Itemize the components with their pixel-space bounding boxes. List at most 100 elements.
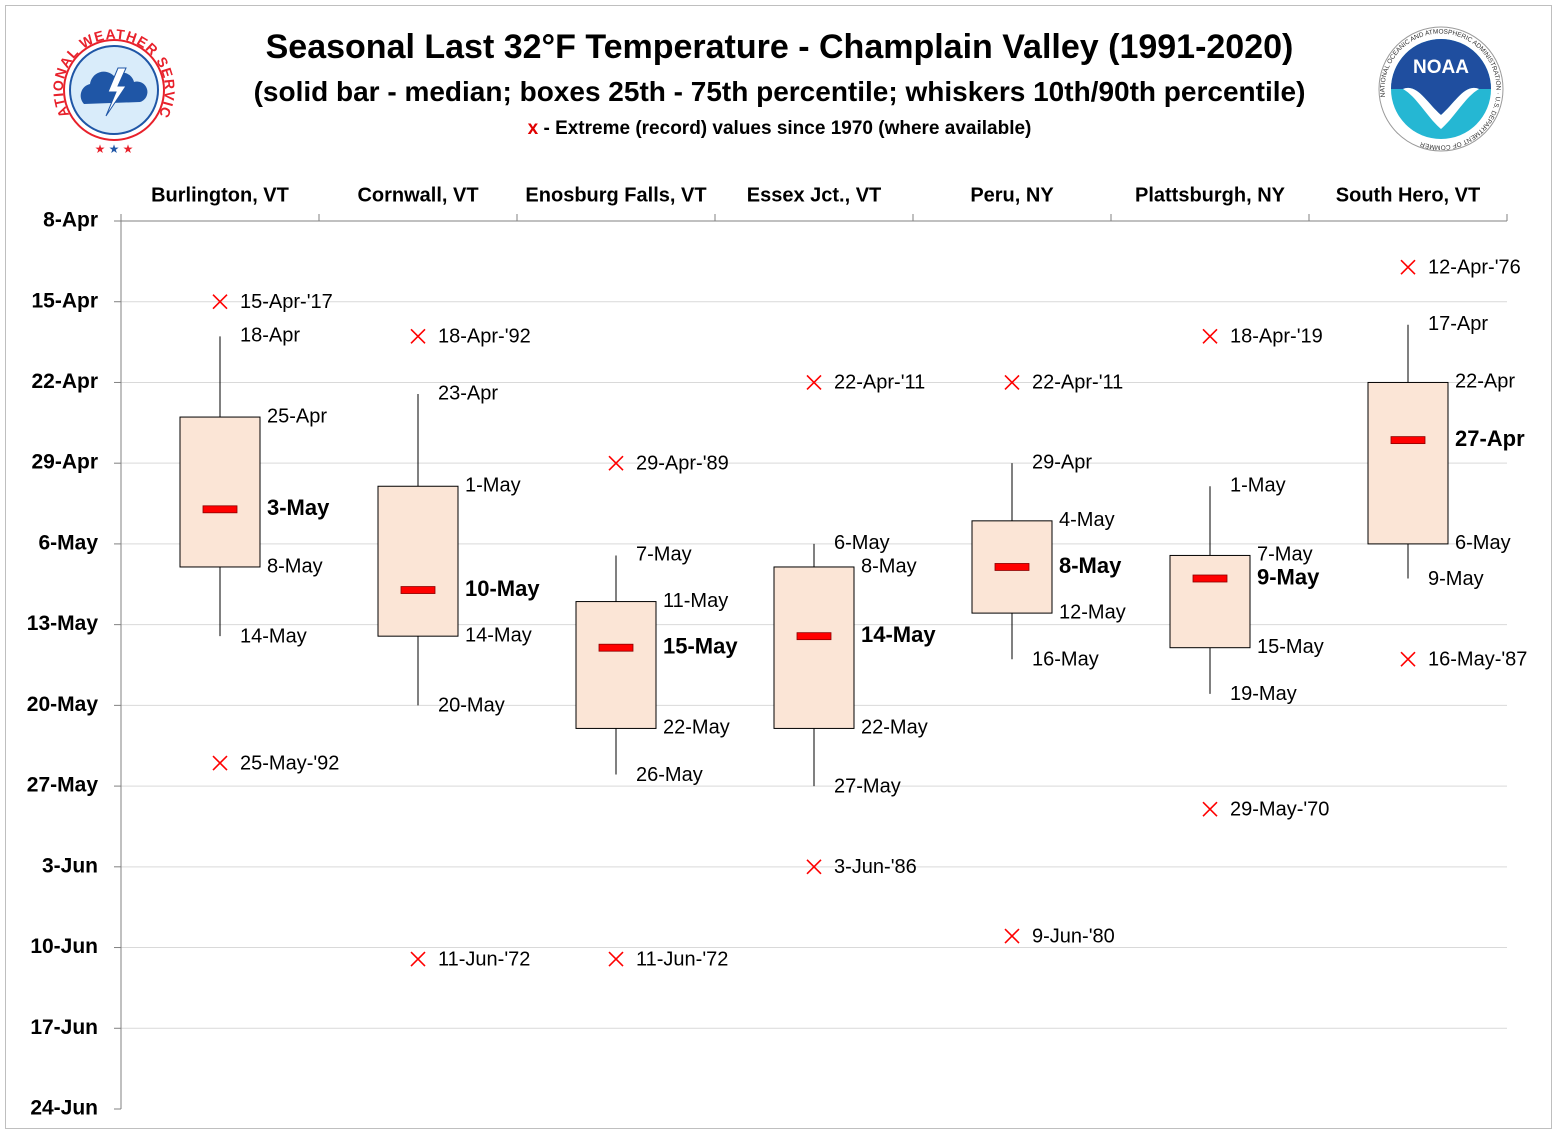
y-tick-label: 13-May xyxy=(27,612,99,635)
star-icon: ★ xyxy=(109,142,120,156)
extreme-marker-legend: x xyxy=(527,118,539,139)
noaa-gull-icon xyxy=(1403,87,1479,129)
record-late-label: 3-Jun-'86 xyxy=(834,856,917,878)
star-icon: ★ xyxy=(95,142,106,156)
median-label: 9-May xyxy=(1257,564,1320,589)
p90-label: 19-May xyxy=(1230,683,1297,705)
iqr-box xyxy=(377,485,459,637)
record-early-label: 22-Apr-'11 xyxy=(1032,372,1123,394)
p10-label: 17-Apr xyxy=(1428,313,1488,335)
p10-label: 29-Apr xyxy=(1032,451,1092,473)
p25-label: 25-Apr xyxy=(267,405,327,427)
y-tick-label: 15-Apr xyxy=(31,289,98,312)
y-tick-label: 29-Apr xyxy=(31,451,98,474)
median-label: 10-May xyxy=(465,576,540,601)
record-early-label: 29-Apr-'89 xyxy=(636,452,729,474)
y-tick-label: 10-Jun xyxy=(30,935,98,958)
median-bar xyxy=(1192,574,1228,583)
median-label: 27-Apr xyxy=(1455,426,1525,451)
iqr-box xyxy=(575,601,657,729)
record-early-marker xyxy=(1400,259,1416,275)
y-tick-label: 22-Apr xyxy=(31,370,98,393)
p25-label: 8-May xyxy=(861,555,917,577)
p75-label: 8-May xyxy=(267,555,323,577)
p10-label: 18-Apr xyxy=(240,325,300,347)
record-early-label: 22-Apr-'11 xyxy=(834,372,925,394)
y-tick-label: 17-Jun xyxy=(30,1016,98,1039)
y-tick-label: 20-May xyxy=(27,693,99,716)
median-bar xyxy=(994,563,1030,571)
p10-label: 23-Apr xyxy=(438,382,498,404)
median-label: 8-May xyxy=(1059,553,1122,578)
p10-label: 1-May xyxy=(1230,475,1286,497)
p25-label: 4-May xyxy=(1059,509,1115,531)
record-late-marker xyxy=(1400,651,1416,667)
p90-label: 14-May xyxy=(240,625,307,647)
p25-label: 22-Apr xyxy=(1455,371,1515,393)
y-tick-label: 8-Apr xyxy=(43,209,98,232)
median-label: 15-May xyxy=(663,634,738,659)
lightning-icon xyxy=(105,67,127,117)
median-bar xyxy=(202,505,238,514)
category-label: Plattsburgh, NY xyxy=(1135,184,1286,206)
chart-note: x - Extreme (record) values since 1970 (… xyxy=(0,118,1559,140)
record-late-label: 29-May-'70 xyxy=(1230,798,1329,820)
record-early-marker xyxy=(1202,328,1218,344)
record-early-label: 18-Apr-'92 xyxy=(438,326,531,348)
record-late-label: 11-Jun-'72 xyxy=(438,948,530,970)
iqr-box xyxy=(773,566,855,729)
iqr-box xyxy=(1169,554,1251,649)
p25-label: 11-May xyxy=(663,590,728,612)
record-late-marker xyxy=(410,951,426,967)
iqr-box xyxy=(1367,381,1449,545)
p10-label: 6-May xyxy=(834,532,890,554)
record-early-marker xyxy=(410,328,426,344)
median-bar xyxy=(1390,436,1426,445)
p25-label: 7-May xyxy=(1257,544,1313,566)
median-label: 3-May xyxy=(267,495,330,520)
iqr-box xyxy=(179,416,261,568)
record-late-marker xyxy=(212,755,228,771)
chart-subtitle: (solid bar - median; boxes 25th - 75th p… xyxy=(253,76,1306,107)
p90-label: 27-May xyxy=(834,775,901,797)
y-tick-label: 27-May xyxy=(27,774,99,797)
star-icon: ★ xyxy=(123,142,134,156)
category-label: Cornwall, VT xyxy=(357,184,478,206)
p90-label: 9-May xyxy=(1428,568,1484,590)
p75-label: 6-May xyxy=(1455,532,1511,554)
category-label: Essex Jct., VT xyxy=(747,184,882,206)
y-tick-label: 3-Jun xyxy=(42,854,98,877)
category-label: South Hero, VT xyxy=(1336,184,1480,206)
noaa-logo-text: NOAA xyxy=(1413,57,1469,78)
p75-label: 22-May xyxy=(663,717,730,739)
record-late-marker xyxy=(806,859,822,875)
y-tick-label: 6-May xyxy=(38,531,98,554)
record-late-label: 25-May-'92 xyxy=(240,752,339,774)
nws-logo: NATIONAL WEATHER SERVICE★★★ xyxy=(50,26,177,156)
record-early-marker xyxy=(212,294,228,310)
median-bar xyxy=(796,632,832,641)
p75-label: 12-May xyxy=(1059,601,1126,623)
p75-label: 14-May xyxy=(465,624,532,646)
p25-label: 1-May xyxy=(465,475,521,497)
record-late-label: 16-May-'87 xyxy=(1428,649,1527,671)
chart-title: Seasonal Last 32°F Temperature - Champla… xyxy=(265,28,1294,66)
category-label: Burlington, VT xyxy=(151,184,289,206)
category-label: Peru, NY xyxy=(970,184,1054,206)
p75-label: 15-May xyxy=(1257,636,1324,658)
p75-label: 22-May xyxy=(861,717,928,739)
p10-label: 7-May xyxy=(636,544,692,566)
record-early-marker xyxy=(608,455,624,471)
noaa-bird-shape xyxy=(1391,39,1491,115)
median-label: 14-May xyxy=(861,622,936,647)
record-early-marker xyxy=(1004,374,1020,391)
chart-frame xyxy=(5,5,1552,1129)
chart-note-text: - Extreme (record) values since 1970 (wh… xyxy=(538,118,1032,139)
p90-label: 20-May xyxy=(438,695,505,717)
record-early-label: 15-Apr-'17 xyxy=(240,291,333,313)
record-late-label: 9-Jun-'80 xyxy=(1032,925,1115,947)
p90-label: 16-May xyxy=(1032,649,1099,671)
record-early-marker xyxy=(806,374,822,391)
p90-label: 26-May xyxy=(636,764,703,786)
